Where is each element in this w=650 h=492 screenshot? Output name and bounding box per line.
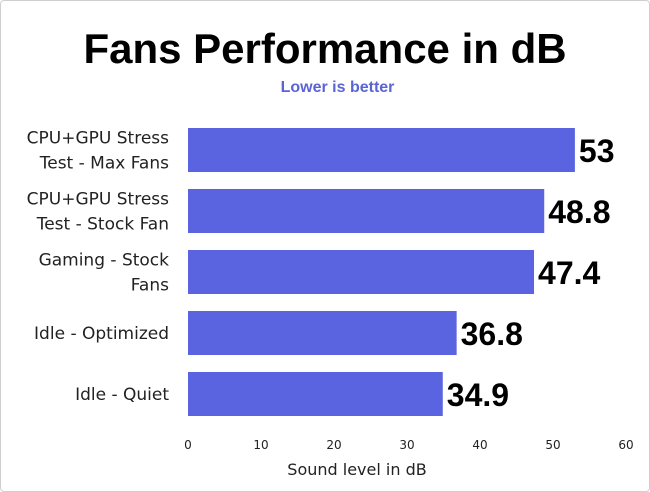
- category-label: Fans: [131, 276, 169, 296]
- x-tick-label: 10: [253, 438, 268, 452]
- value-label: 53: [579, 133, 615, 169]
- bar: [188, 189, 545, 233]
- x-tick-label: 60: [618, 438, 633, 452]
- value-label: 48.8: [548, 194, 610, 230]
- x-tick-label: 0: [184, 438, 192, 452]
- category-label: CPU+GPU Stress: [27, 190, 169, 210]
- value-label: 34.9: [447, 377, 509, 413]
- value-label: 47.4: [538, 255, 600, 291]
- chart-title: Fans Performance in dB: [83, 25, 567, 72]
- value-labels: 53 48.8 47.4 36.8 34.9: [447, 133, 615, 413]
- bar: [188, 250, 535, 294]
- x-tick-label: 50: [545, 438, 560, 452]
- bar: [188, 311, 457, 355]
- category-label: Test - Stock Fan: [36, 215, 169, 235]
- x-axis-ticks: 0 10 20 30 40 50 60: [184, 438, 633, 452]
- category-labels: CPU+GPU Stress Test - Max Fans CPU+GPU Str…: [27, 129, 170, 406]
- category-label: Idle - Quiet: [75, 385, 169, 405]
- x-axis-title: Sound level in dB: [287, 460, 426, 479]
- value-label: 36.8: [461, 316, 523, 352]
- x-tick-label: 40: [472, 438, 487, 452]
- bars-layer: [188, 128, 575, 416]
- bar: [188, 128, 575, 172]
- chart-subtitle: Lower is better: [280, 79, 395, 96]
- category-label: Test - Max Fans: [39, 154, 169, 174]
- category-label: Idle - Optimized: [34, 324, 169, 344]
- x-tick-label: 20: [326, 438, 341, 452]
- x-tick-label: 30: [399, 438, 414, 452]
- category-label: Gaming - Stock: [39, 251, 170, 271]
- bar: [188, 372, 443, 416]
- category-label: CPU+GPU Stress: [27, 129, 169, 149]
